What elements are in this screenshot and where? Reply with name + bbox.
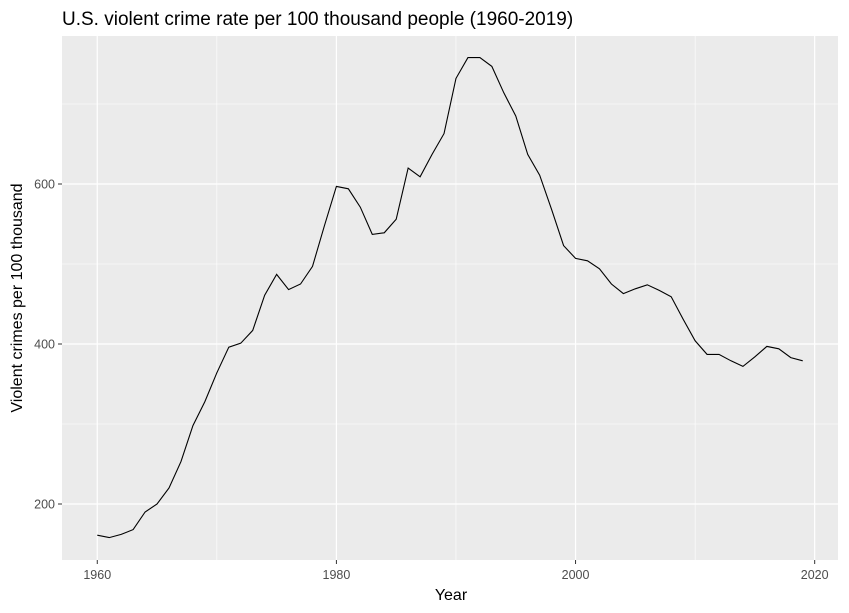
x-tick-label: 2000: [562, 568, 590, 582]
y-tick-label: 400: [34, 338, 55, 352]
x-tick-label: 1980: [323, 568, 351, 582]
series-line: [97, 57, 803, 539]
y-axis-title: Violent crimes per 100 thousand: [9, 183, 26, 412]
x-axis: 1960 1980 2000 2020: [83, 560, 829, 582]
plot-panel: [62, 36, 838, 560]
y-axis: 200 400 600: [34, 178, 62, 512]
major-grid: [62, 36, 838, 560]
x-tick-label: 2020: [801, 568, 829, 582]
chart-title: U.S. violent crime rate per 100 thousand…: [62, 9, 573, 30]
x-axis-title: Year: [435, 587, 468, 604]
x-tick-label: 1960: [83, 568, 111, 582]
y-tick-label: 600: [34, 178, 55, 192]
y-tick-label: 200: [34, 498, 55, 512]
